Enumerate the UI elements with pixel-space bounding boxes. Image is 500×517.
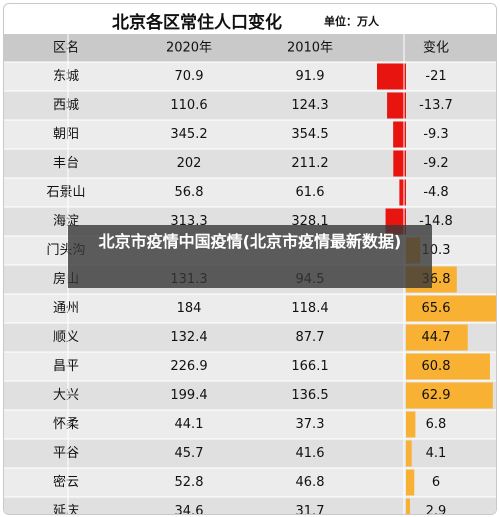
change-bar-negative <box>387 92 406 119</box>
district-name: 丰台 <box>53 156 79 171</box>
change-bar-negative <box>393 150 406 177</box>
table-row <box>4 149 496 178</box>
district-name: 怀柔 <box>53 417 79 432</box>
header-background <box>4 34 496 62</box>
change-value: -4.8 <box>423 185 448 200</box>
value-2010: 61.6 <box>296 185 325 200</box>
value-2020: 345.2 <box>170 127 207 142</box>
change-value: 6 <box>432 475 440 490</box>
change-bar-positive <box>406 498 411 514</box>
district-name: 顺义 <box>53 330 79 345</box>
change-bar-negative <box>399 179 406 206</box>
caption-overlay[interactable]: 北京市疫情中国疫情(北京市疫情最新数据) <box>68 225 432 288</box>
change-bar-positive <box>406 353 490 380</box>
unit-label: 单位：万人 <box>324 15 379 28</box>
change-value: 60.8 <box>422 359 451 374</box>
district-name: 朝阳 <box>53 127 79 142</box>
change-value: -13.7 <box>419 98 453 113</box>
value-2020: 70.9 <box>175 69 204 84</box>
value-2010: 354.5 <box>291 127 328 142</box>
title-row: 北京各区常住人口变化 单位：万人 <box>4 4 496 34</box>
value-2020: 44.1 <box>175 417 204 432</box>
change-value: 62.9 <box>422 388 451 403</box>
value-2010: 87.7 <box>296 330 325 345</box>
value-2010: 166.1 <box>291 359 328 374</box>
table-row <box>4 62 496 91</box>
change-bar-positive <box>406 295 496 322</box>
table-row <box>4 120 496 149</box>
value-2010: 211.2 <box>291 156 328 171</box>
change-bar-positive <box>406 324 468 351</box>
district-name: 密云 <box>53 474 79 490</box>
change-value: 44.7 <box>422 330 451 345</box>
value-2010: 46.8 <box>296 475 325 490</box>
change-bar-positive <box>406 469 415 496</box>
change-value: 4.1 <box>426 446 447 461</box>
value-2010: 118.4 <box>291 301 328 316</box>
value-2020: 52.8 <box>175 475 204 490</box>
table-card: 北京各区常住人口变化 单位：万人 区名 2020年 2010年 变化东城 70.9 91.… <box>3 3 497 515</box>
change-bar-negative <box>377 63 406 90</box>
district-name: 大兴 <box>53 388 79 403</box>
table-row <box>4 497 496 514</box>
district-name: 昌平 <box>53 359 79 374</box>
value-2010: 136.5 <box>291 388 328 403</box>
table-row <box>4 91 496 120</box>
district-name: 石景山 <box>46 185 85 200</box>
value-2020: 34.6 <box>175 504 204 514</box>
value-2020: 45.7 <box>175 446 204 461</box>
column-header: 变化 <box>423 40 449 56</box>
district-name: 平谷 <box>53 446 79 461</box>
district-name: 延庆 <box>53 504 79 514</box>
value-2010: 37.3 <box>296 417 325 432</box>
caption-text: 北京市疫情中国疫情(北京市疫情最新数据) <box>98 232 402 251</box>
district-name: 东城 <box>53 69 79 84</box>
district-name: 西城 <box>53 98 79 113</box>
value-2020: 202 <box>177 156 202 171</box>
table-row <box>4 439 496 468</box>
chart-title: 北京各区常住人口变化 <box>112 13 282 33</box>
value-2010: 91.9 <box>296 69 325 84</box>
change-bar-negative <box>393 121 406 148</box>
change-value: 2.9 <box>426 504 447 514</box>
change-value: 6.8 <box>426 417 447 432</box>
value-2020: 184 <box>177 301 202 316</box>
change-value: -9.2 <box>423 156 448 171</box>
value-2020: 56.8 <box>175 185 204 200</box>
column-header: 2020年 <box>166 41 212 56</box>
value-2010: 124.3 <box>291 98 328 113</box>
change-value: 65.6 <box>422 301 451 316</box>
change-value: -21 <box>425 69 446 84</box>
column-header: 2010年 <box>287 41 333 56</box>
value-2020: 110.6 <box>170 98 207 113</box>
value-2020: 132.4 <box>170 330 207 345</box>
value-2020: 226.9 <box>170 359 207 374</box>
column-header: 区名 <box>53 40 79 56</box>
value-2010: 31.7 <box>296 504 325 514</box>
change-bar-positive <box>406 382 493 409</box>
change-bar-positive <box>406 440 412 467</box>
district-name: 通州 <box>53 301 79 316</box>
table-row <box>4 178 496 207</box>
change-bar-positive <box>406 411 416 438</box>
change-value: -9.3 <box>423 127 448 142</box>
value-2010: 41.6 <box>296 446 325 461</box>
value-2020: 199.4 <box>170 388 207 403</box>
